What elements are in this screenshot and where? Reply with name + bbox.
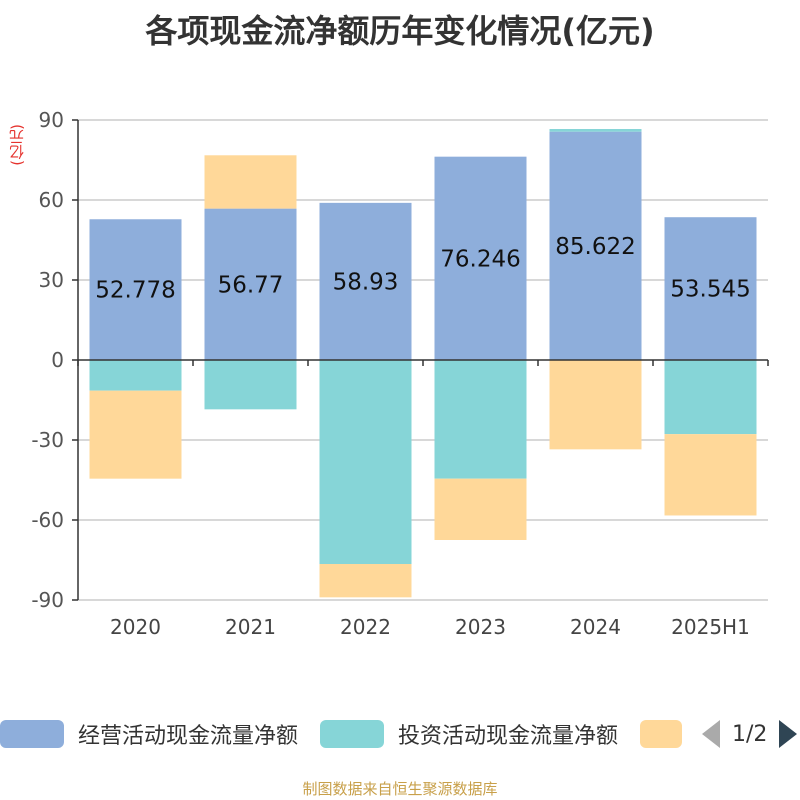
y-tick-label: -90 [31,588,64,612]
legend-item-third[interactable] [640,716,682,752]
legend-label-operating: 经营活动现金流量净额 [78,724,299,749]
legend-pager: 1/2 [702,716,798,752]
bar-segment [549,129,642,132]
bar-segment [664,434,757,516]
y-tick-label: 90 [39,108,64,132]
bar-segment [434,478,527,540]
data-label: 76.246 [440,246,520,272]
bar-segment [204,360,297,410]
stacked-bar-chart: -90 -60 -30 0 30 60 90 52.778 2020 56.77 2021 58.93… [31,108,769,639]
bar-segment [434,156,527,360]
bar-segment [434,360,527,479]
y-tick-label: 30 [39,268,64,292]
y-tick-label: -30 [31,428,64,452]
x-tick-label: 2024 [570,615,621,639]
legend: 经营活动现金流量净额 投资活动现金流量净额 1/2 [0,716,800,756]
data-label: 56.77 [218,272,284,298]
bar-segment [664,217,757,360]
data-label: 58.93 [333,269,399,295]
bar-segment [319,360,412,564]
y-tick-label: -60 [31,508,64,532]
legend-swatch-third [640,720,682,748]
y-tick-label: 0 [51,348,64,372]
legend-page-indicator: 1/2 [732,721,768,747]
bar-segment [319,564,412,598]
x-tick-label: 2022 [340,615,391,639]
data-label: 85.622 [555,234,635,260]
chart-title: 各项现金流净额历年变化情况(亿元) [145,12,655,50]
legend-swatch-operating [0,720,64,748]
bar-segment [89,390,182,479]
x-tick-label: 2025H1 [671,615,750,639]
chevron-left-icon[interactable] [702,720,720,748]
x-tick-label: 2023 [455,615,506,639]
bar-segment [204,208,297,360]
data-source-note: 制图数据来自恒生聚源数据库 [302,780,498,798]
data-label: 52.778 [95,278,175,304]
bar-segment [549,360,642,450]
bar-segment [89,360,182,391]
x-tick-label: 2021 [225,615,276,639]
legend-item-operating[interactable]: 经营活动现金流量净额 [0,716,298,752]
bar-segment [664,360,757,435]
bar-segment [204,155,297,209]
bar-segment [549,131,642,360]
legend-swatch-investing [320,720,384,748]
bar-segment [319,202,412,360]
bar-segment [89,219,182,360]
y-tick-label: 60 [39,188,64,212]
legend-item-investing[interactable]: 投资活动现金流量净额 [320,716,618,752]
x-tick-label: 2020 [110,615,161,639]
legend-label-investing: 投资活动现金流量净额 [398,724,619,749]
data-label: 53.545 [670,277,750,303]
chevron-right-icon[interactable] [779,720,798,748]
